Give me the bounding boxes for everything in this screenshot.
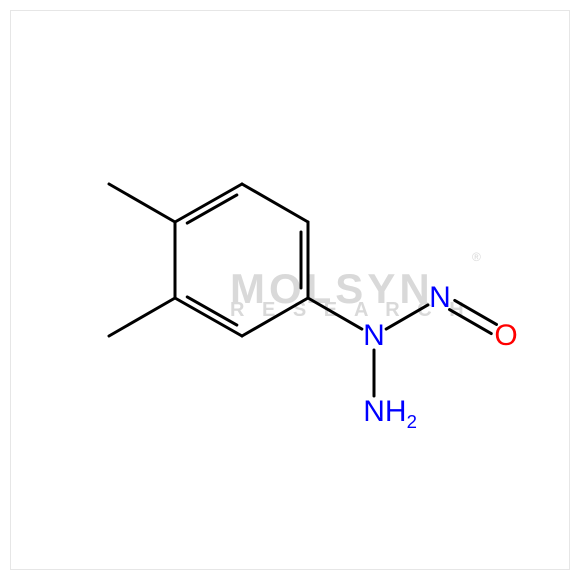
atom-o: O (494, 321, 517, 351)
atom-n2: N (429, 283, 451, 313)
molecule-diagram (0, 0, 580, 580)
atom-nh2: NH2 (363, 397, 417, 427)
atom-n1: N (363, 321, 385, 351)
